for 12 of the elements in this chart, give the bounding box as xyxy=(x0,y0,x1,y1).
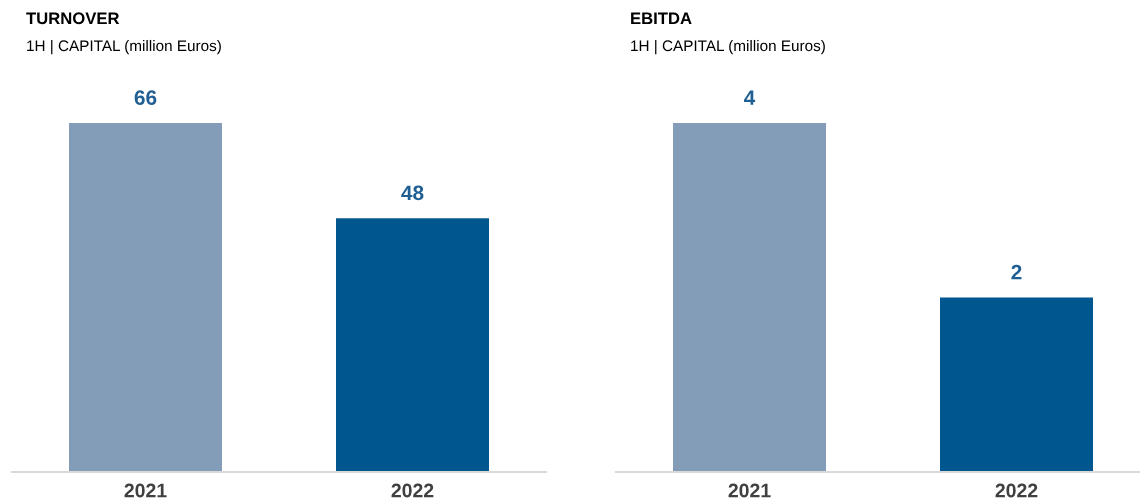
x-tick-label: 2021 xyxy=(728,483,771,498)
x-tick-label: 2022 xyxy=(391,483,434,498)
chart-subtitle: 1H | CAPITAL (million Euros) xyxy=(631,39,825,55)
chart-title: EBITDA xyxy=(631,12,692,24)
x-tick-label: 2021 xyxy=(124,483,167,498)
data-label: 66 xyxy=(134,90,157,106)
chart-title: TURNOVER xyxy=(26,12,120,25)
x-tick-label: 2022 xyxy=(995,483,1038,498)
chart-subtitle: 1H | CAPITAL (million Euros) xyxy=(27,39,221,55)
data-label: 48 xyxy=(401,185,424,201)
data-label: 4 xyxy=(744,90,756,105)
data-label: 2 xyxy=(1011,264,1022,280)
